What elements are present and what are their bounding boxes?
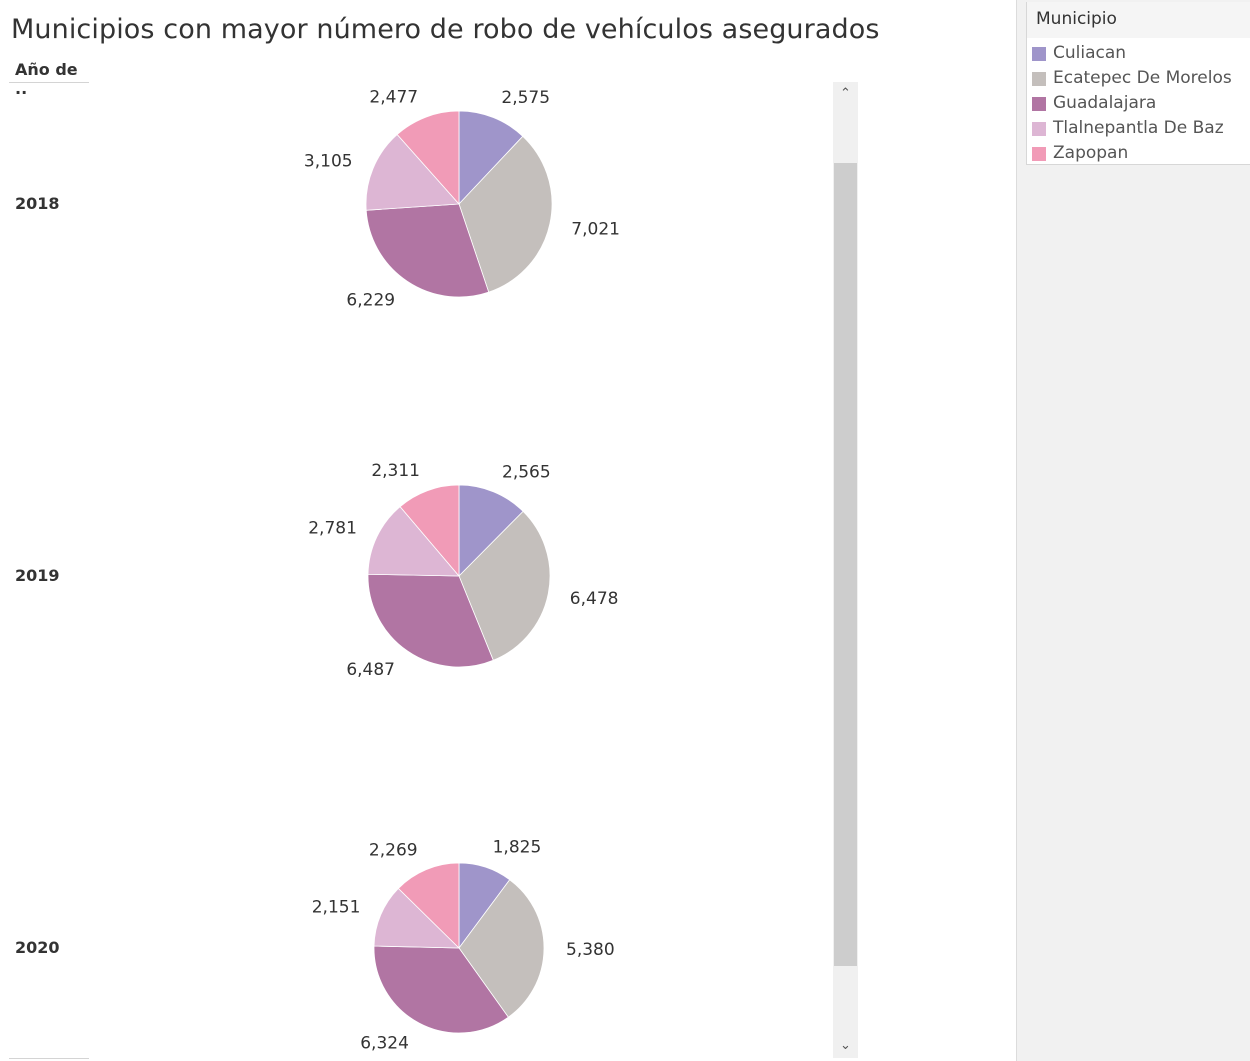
slice-label-2018-ecatepec-de-morelos: 7,021 — [571, 220, 620, 240]
slice-label-2020-guadalajara: 6,324 — [360, 1034, 409, 1054]
slice-label-2020-culiacan: 1,825 — [493, 837, 542, 857]
slice-label-2018-zapopan: 2,477 — [369, 88, 418, 108]
pie-slice-2019-tlalnepantla-de-baz[interactable] — [367, 506, 460, 577]
legend: Municipio Culiacan Ecatepec De Morelos G… — [1026, 2, 1250, 165]
legend-label: Guadalajara — [1053, 93, 1157, 113]
chevron-up-icon[interactable]: ⌃ — [840, 86, 851, 101]
legend-title-bar: Municipio — [1027, 2, 1250, 38]
legend-swatch — [1032, 47, 1046, 61]
legend-item-culiacan[interactable]: Culiacan — [1032, 43, 1250, 65]
scrollbar-thumb[interactable] — [834, 163, 857, 966]
legend-swatch — [1032, 122, 1046, 136]
slice-label-2020-ecatepec-de-morelos: 5,380 — [566, 940, 615, 960]
slice-label-2020-tlalnepantla-de-baz: 2,151 — [312, 897, 361, 917]
pie-slice-2018-culiacan[interactable] — [458, 110, 524, 206]
pie-slice-2018-guadalajara[interactable] — [365, 203, 490, 298]
year-label-2018: 2018 — [15, 194, 60, 213]
legend-label: Ecatepec De Morelos — [1053, 68, 1232, 88]
chart-title: Municipios con mayor número de robo de v… — [11, 14, 880, 45]
legend-item-tlalnepantla[interactable]: Tlalnepantla De Baz — [1032, 118, 1250, 140]
slice-label-2019-zapopan: 2,311 — [371, 461, 420, 481]
legend-swatch — [1032, 147, 1046, 161]
pie-slice-2020-ecatepec-de-morelos[interactable] — [458, 879, 545, 1018]
year-label-2019: 2019 — [15, 566, 60, 585]
slice-label-2019-culiacan: 2,565 — [502, 463, 551, 483]
pie-slice-2018-tlalnepantla-de-baz[interactable] — [365, 133, 460, 211]
row-header-label: Año de .. — [15, 60, 78, 98]
pie-slice-2019-guadalajara[interactable] — [367, 573, 494, 668]
pie-charts: 2,575 7,021 6,229 3,105 2,477 2,565 6,478 6,487… — [304, 88, 620, 1054]
pie-slice-2018-zapopan[interactable] — [396, 110, 460, 206]
legend-title: Municipio — [1036, 9, 1117, 29]
legend-label: Zapopan — [1053, 143, 1129, 163]
slice-label-2019-ecatepec-de-morelos: 6,478 — [570, 589, 619, 609]
legend-swatch — [1032, 72, 1046, 86]
legend-label: Culiacan — [1053, 43, 1127, 63]
pie-slice-2020-zapopan[interactable] — [397, 862, 460, 949]
pie-slice-2020-guadalajara[interactable] — [373, 945, 509, 1034]
legend-item-zapopan[interactable]: Zapopan — [1032, 143, 1250, 165]
pie-slice-2019-zapopan[interactable] — [399, 484, 460, 578]
row-divider — [9, 1058, 89, 1059]
legend-label: Tlalnepantla De Baz — [1053, 118, 1224, 138]
pie-slice-2019-ecatepec-de-morelos[interactable] — [458, 510, 551, 661]
chevron-down-icon[interactable]: ⌄ — [840, 1038, 851, 1053]
pie-slice-2019-culiacan[interactable] — [458, 484, 524, 577]
slice-label-2019-guadalajara: 6,487 — [346, 660, 395, 680]
year-label-2020: 2020 — [15, 938, 60, 957]
vertical-scrollbar[interactable]: ⌃ ⌄ — [833, 82, 858, 1058]
legend-item-guadalajara[interactable]: Guadalajara — [1032, 93, 1250, 115]
slice-label-2020-zapopan: 2,269 — [369, 840, 418, 860]
slice-label-2018-guadalajara: 6,229 — [346, 291, 395, 311]
legend-item-ecatepec[interactable]: Ecatepec De Morelos — [1032, 68, 1250, 90]
pie-slice-2018-ecatepec-de-morelos[interactable] — [458, 135, 553, 293]
right-panel: Municipio Culiacan Ecatepec De Morelos G… — [1016, 0, 1250, 1061]
slice-label-2019-tlalnepantla-de-baz: 2,781 — [308, 519, 357, 539]
row-header[interactable]: Año de .. — [9, 58, 89, 98]
slice-label-2018-tlalnepantla-de-baz: 3,105 — [304, 152, 353, 172]
slice-label-2018-culiacan: 2,575 — [501, 88, 550, 108]
pie-slice-2020-tlalnepantla-de-baz[interactable] — [373, 887, 461, 949]
legend-swatch — [1032, 97, 1046, 111]
